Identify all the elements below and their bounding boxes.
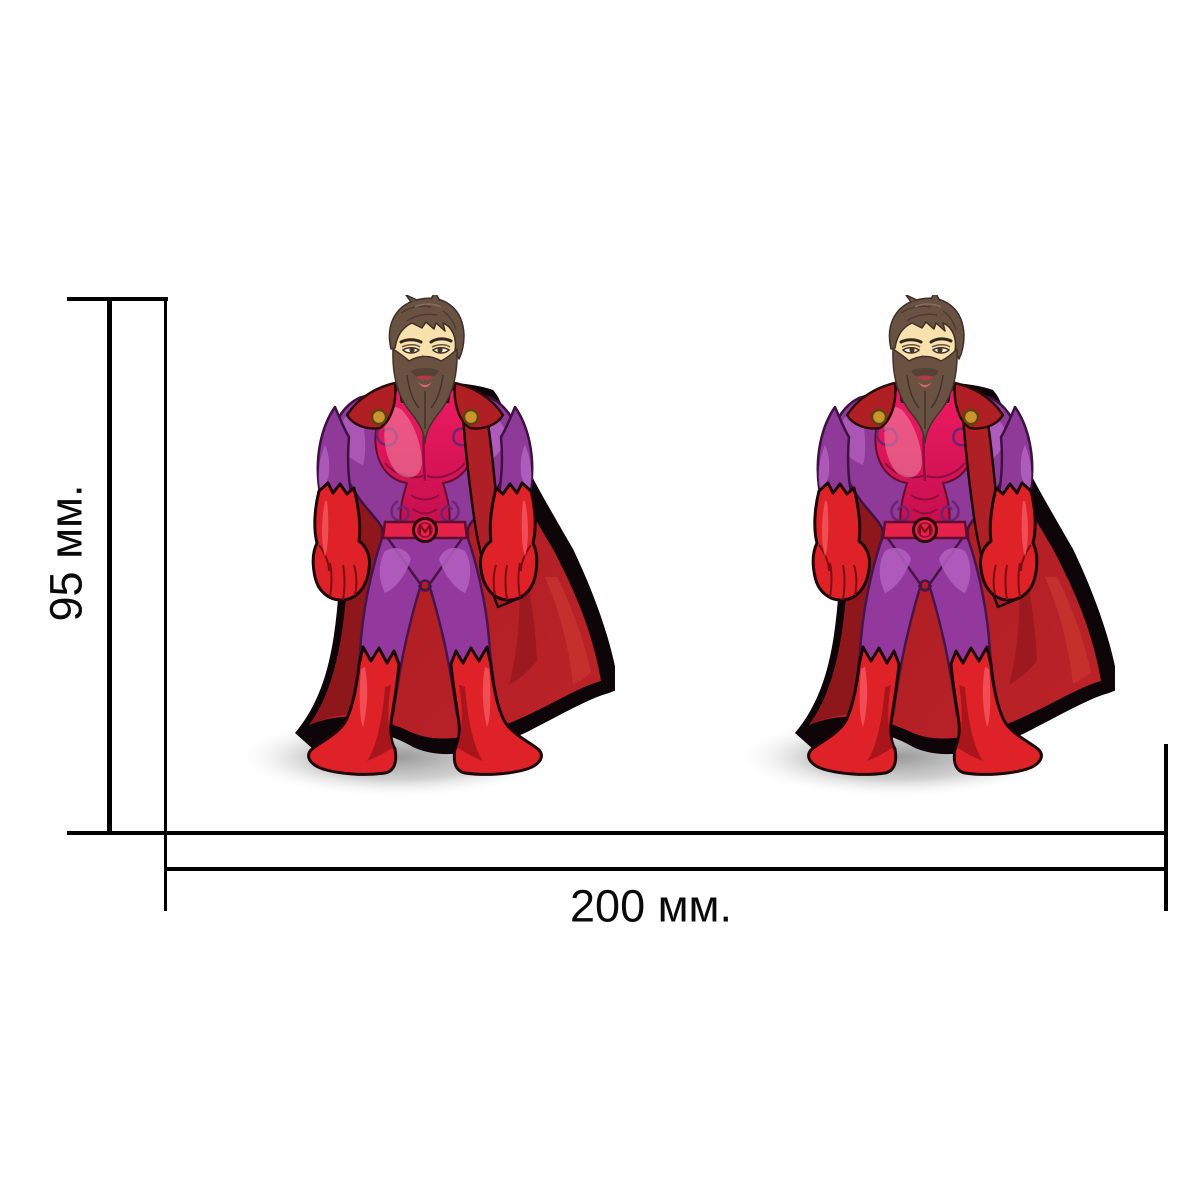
dimension-line-height (107, 297, 112, 834)
superhero-figure-right (735, 295, 1115, 800)
baseline-bottom (67, 831, 1168, 835)
height-dimension-label: 95 мм. (40, 484, 92, 622)
superhero-illustration (235, 295, 615, 800)
extension-line-left (164, 297, 167, 911)
dimension-tick-top (67, 297, 168, 301)
width-dimension-label: 200 мм. (570, 880, 732, 932)
extension-line-right (1164, 744, 1168, 911)
superhero-figure-left (235, 295, 615, 800)
dimension-line-width (164, 867, 1168, 871)
superhero-illustration (735, 295, 1115, 800)
